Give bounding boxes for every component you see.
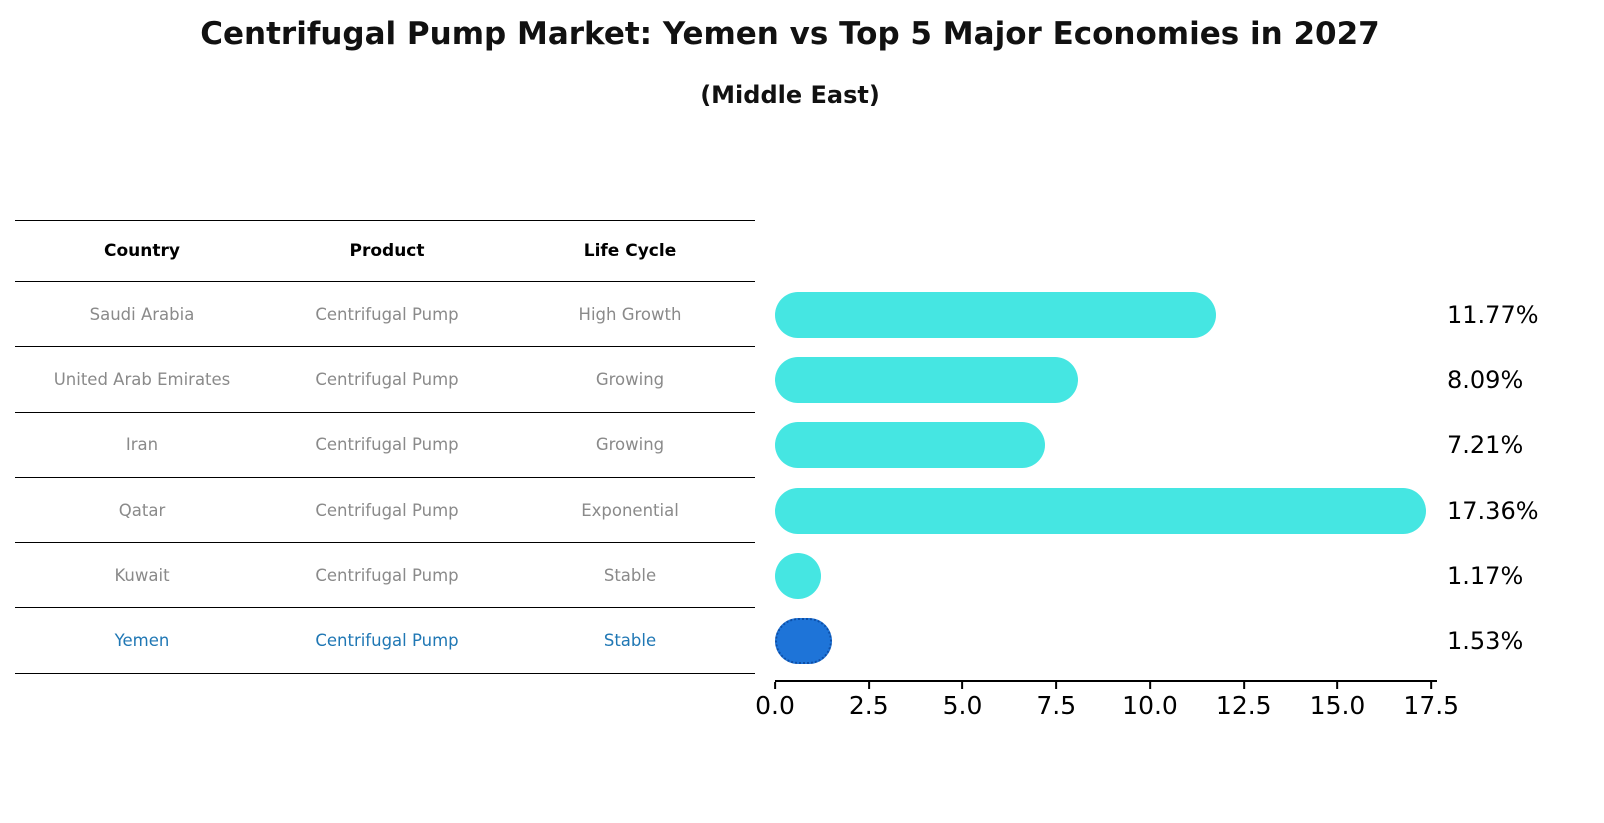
- tick-mark: [1242, 682, 1245, 689]
- cell-life-cycle: Stable: [603, 631, 657, 651]
- cell-product: Centrifugal Pump: [315, 435, 459, 455]
- cell-product: Centrifugal Pump: [315, 565, 459, 585]
- value-label-saudi-arabia: 11.77%: [1447, 301, 1539, 329]
- cell-product: Centrifugal Pump: [315, 304, 459, 324]
- table-row: Saudi Arabia Centrifugal Pump High Growt…: [15, 282, 755, 348]
- cell-product: Centrifugal Pump: [315, 369, 459, 389]
- tick-mark: [1148, 682, 1151, 689]
- x-tick-label: 7.5: [1036, 691, 1077, 720]
- tick-mark: [961, 682, 964, 689]
- value-label-yemen: 1.53%: [1447, 627, 1524, 655]
- page-title: Centrifugal Pump Market: Yemen vs Top 5 …: [200, 16, 1380, 52]
- x-tick: 10.0: [1122, 682, 1178, 720]
- x-axis-line: [775, 680, 1437, 682]
- x-tick: 12.5: [1216, 682, 1272, 720]
- bar-yemen: [775, 618, 833, 664]
- page-subtitle: (Middle East): [700, 81, 880, 109]
- tick-mark: [1430, 682, 1433, 689]
- x-tick: 15.0: [1309, 682, 1366, 720]
- tick-mark: [773, 682, 776, 689]
- cell-country: United Arab Emirates: [53, 369, 231, 389]
- cell-country: Iran: [125, 435, 159, 455]
- country-table: Country Product Life Cycle Saudi Arabia …: [15, 220, 755, 674]
- cell-country: Kuwait: [114, 565, 170, 585]
- x-tick: 2.5: [849, 682, 889, 720]
- x-tick-label: 5.0: [942, 691, 983, 720]
- x-tick-label: 10.0: [1122, 691, 1178, 720]
- bar-qatar: [775, 488, 1426, 534]
- bar-saudi-arabia: [775, 292, 1217, 338]
- header-product: Product: [349, 241, 425, 261]
- x-tick-label: 12.5: [1215, 691, 1272, 720]
- value-label-iran: 7.21%: [1447, 431, 1524, 459]
- header-life-cycle: Life Cycle: [583, 241, 677, 261]
- bar-iran: [775, 422, 1046, 468]
- tick-mark: [1336, 682, 1339, 689]
- x-tick: 5.0: [942, 682, 983, 720]
- x-tick: 17.5: [1403, 682, 1459, 720]
- value-label-qatar: 17.36%: [1447, 497, 1539, 525]
- table-row: Qatar Centrifugal Pump Exponential: [15, 478, 755, 544]
- x-tick-label: 15.0: [1309, 691, 1366, 720]
- bar-united-arab-emirates: [775, 357, 1079, 403]
- cell-life-cycle: Growing: [595, 435, 665, 455]
- cell-country: Qatar: [118, 500, 166, 520]
- table-row: United Arab Emirates Centrifugal Pump Gr…: [15, 347, 755, 413]
- tick-mark: [1055, 682, 1058, 689]
- cell-life-cycle: High Growth: [578, 304, 682, 324]
- header-country: Country: [104, 241, 180, 261]
- cell-product: Centrifugal Pump: [315, 500, 459, 520]
- tick-mark: [867, 682, 870, 689]
- x-tick: 7.5: [1036, 682, 1076, 720]
- cell-country: Yemen: [114, 631, 170, 651]
- bar-kuwait: [775, 553, 821, 599]
- cell-country: Saudi Arabia: [89, 304, 195, 324]
- table-header-row: Country Product Life Cycle: [15, 220, 755, 282]
- x-tick: 0.0: [755, 682, 795, 720]
- value-label-united-arab-emirates: 8.09%: [1447, 366, 1524, 394]
- cell-product: Centrifugal Pump: [315, 631, 459, 651]
- cell-life-cycle: Growing: [595, 369, 665, 389]
- x-tick-label: 2.5: [848, 691, 889, 720]
- cell-life-cycle: Stable: [603, 565, 657, 585]
- table-row-yemen-highlighted: Yemen Centrifugal Pump Stable: [15, 608, 755, 674]
- cell-life-cycle: Exponential: [581, 500, 679, 520]
- value-label-kuwait: 1.17%: [1447, 562, 1524, 590]
- table-row: Iran Centrifugal Pump Growing: [15, 413, 755, 478]
- table-row: Kuwait Centrifugal Pump Stable: [15, 543, 755, 609]
- x-tick-label: 0.0: [755, 691, 795, 720]
- x-tick-label: 17.5: [1403, 691, 1460, 720]
